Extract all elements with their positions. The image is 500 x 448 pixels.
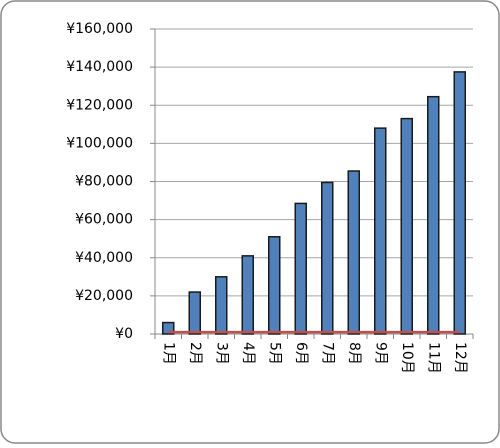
y-tick-label: ¥20,000 <box>75 288 133 304</box>
bar <box>400 117 413 335</box>
y-tick-label: ¥100,000 <box>66 135 133 151</box>
bar <box>427 95 440 335</box>
x-tick-label: 7月 <box>319 342 335 365</box>
bar <box>268 236 281 335</box>
x-tick-label: 4月 <box>240 342 256 365</box>
bar <box>347 170 360 335</box>
y-tick-label: ¥160,000 <box>66 21 133 37</box>
x-tick-label: 5月 <box>266 342 282 365</box>
bar <box>241 255 254 335</box>
y-tick-label: ¥40,000 <box>75 250 133 266</box>
x-tick-label: 11月 <box>425 342 441 374</box>
y-tick-label: ¥0 <box>115 326 133 342</box>
y-tick-label: ¥120,000 <box>66 97 133 113</box>
bar <box>162 321 175 335</box>
x-tick-label: 2月 <box>187 342 203 365</box>
x-tick-label: 12月 <box>452 342 468 374</box>
y-tick-label: ¥80,000 <box>75 174 133 190</box>
bar <box>321 181 334 335</box>
x-tick-label: 10月 <box>399 342 415 374</box>
x-tick-label: 1月 <box>160 342 176 365</box>
y-tick-label: ¥60,000 <box>75 212 133 228</box>
x-tick-label: 3月 <box>213 342 229 365</box>
x-tick-label: 9月 <box>372 342 388 365</box>
x-tick-label: 8月 <box>346 342 362 365</box>
bar <box>453 71 466 335</box>
bar <box>374 127 387 335</box>
y-tick-label: ¥140,000 <box>66 59 133 75</box>
bar <box>215 276 228 335</box>
bar <box>294 202 307 335</box>
x-tick-label: 6月 <box>293 342 309 365</box>
bar <box>188 291 201 335</box>
